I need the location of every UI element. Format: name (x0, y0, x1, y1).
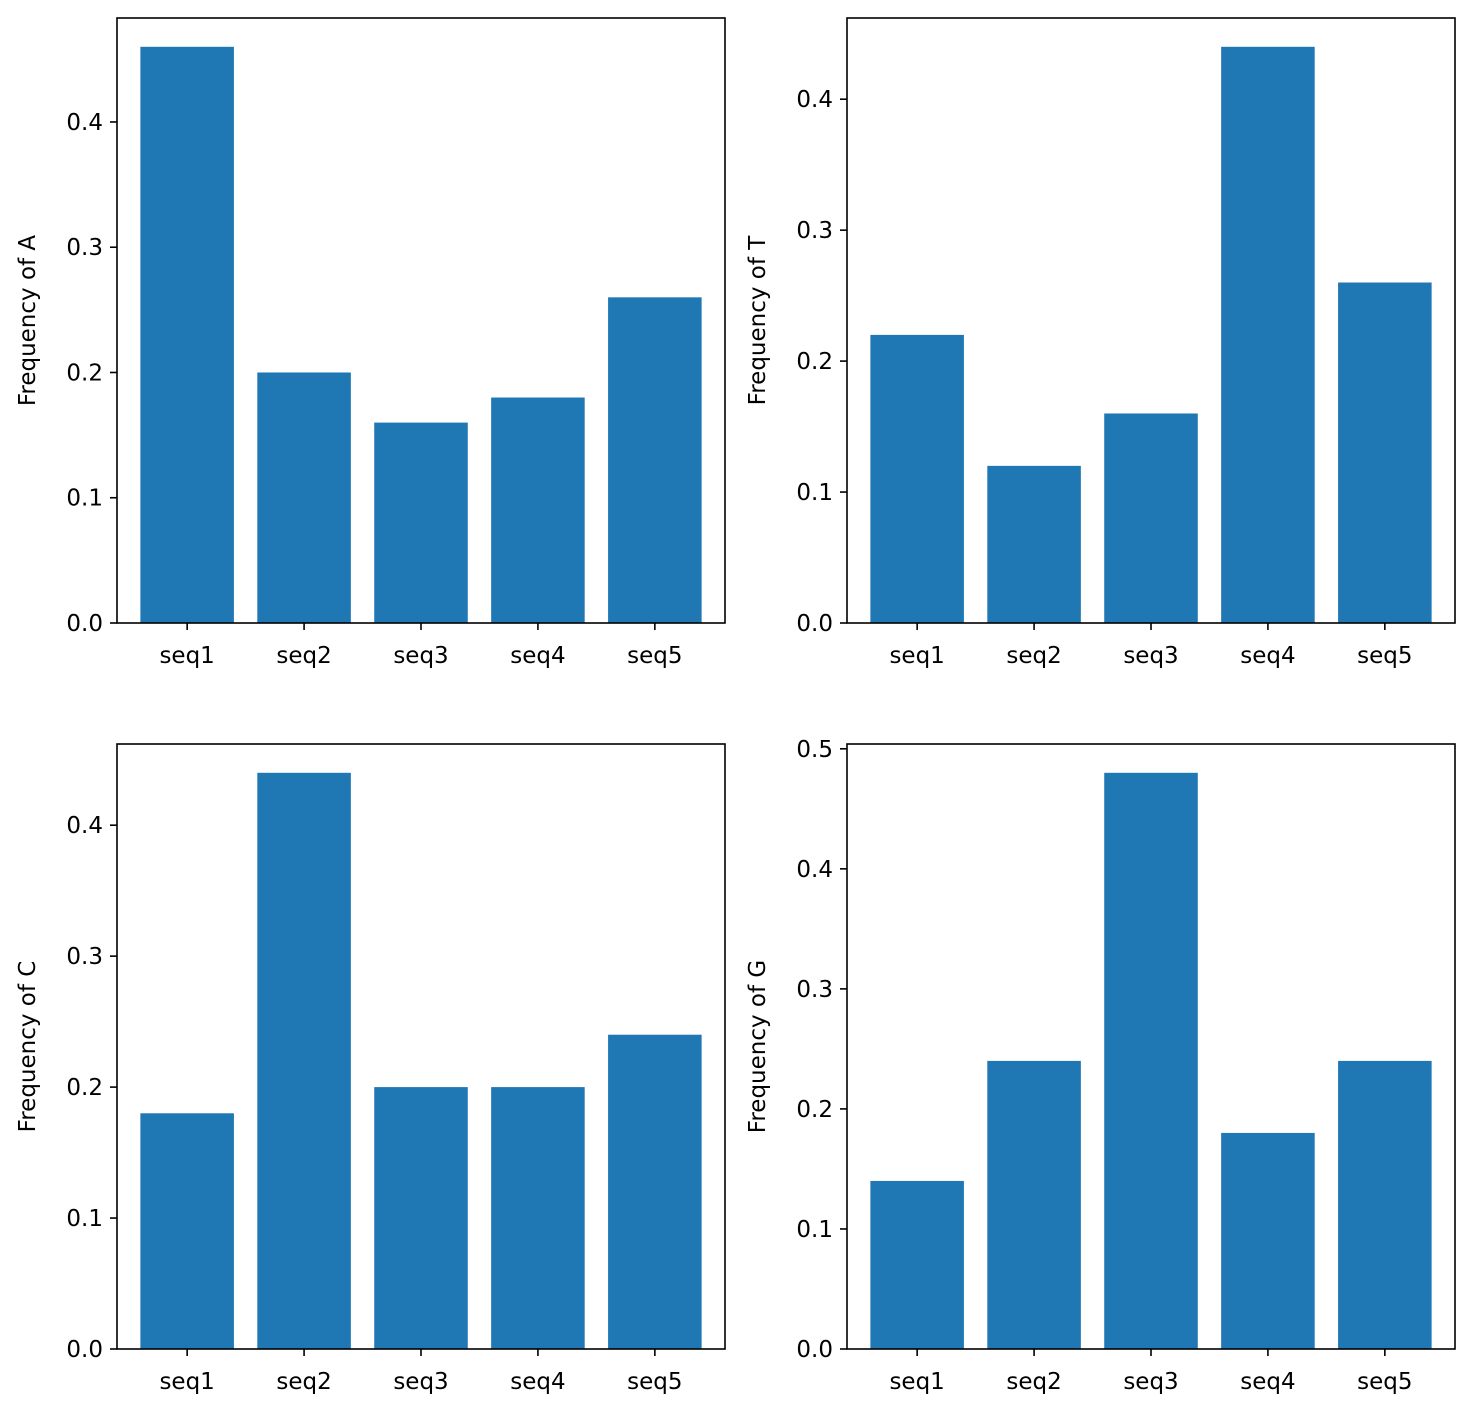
x-tick-label: seq2 (1006, 1369, 1061, 1395)
x-tick-label: seq3 (393, 1369, 448, 1395)
axes-frame (846, 743, 1456, 1350)
axes-frame (116, 743, 726, 1350)
bar (870, 1180, 964, 1349)
x-tick-label: seq2 (1006, 643, 1061, 669)
x-tick-label: seq3 (1123, 643, 1178, 669)
x-tick-label: seq4 (510, 643, 565, 669)
x-tick-label: seq5 (1357, 1369, 1412, 1395)
bar (1338, 282, 1432, 623)
bar (491, 397, 585, 623)
bar (1104, 772, 1198, 1349)
x-tick-label: seq5 (1357, 643, 1412, 669)
y-axis-label: Frequency of G (745, 960, 771, 1133)
bar (1338, 1060, 1432, 1349)
bar (1104, 413, 1198, 623)
x-tick-label: seq3 (1123, 1369, 1178, 1395)
subplot-4: seq1 seq2 seq3 seq4 seq5 0.0 0.1 0.2 0.3 0.4 0.5 Fr… (745, 737, 1456, 1395)
y-tick-label: 0.1 (796, 480, 833, 506)
bar (608, 297, 702, 623)
x-tick-label: seq2 (276, 1369, 331, 1395)
subplot-1: seq1 seq2 seq3 seq4 seq5 0.0 0.1 0.2 0.3 0.4 Frequ… (15, 17, 726, 669)
y-tick-label: 0.4 (66, 813, 103, 839)
bar (987, 465, 1081, 623)
y-tick-label: 0.2 (66, 360, 103, 386)
subplot-3: seq1 seq2 seq3 seq4 seq5 0.0 0.1 0.2 0.3 0.4 Frequ… (15, 743, 726, 1395)
y-axis-label: Frequency of A (15, 235, 41, 407)
y-tick-label: 0.4 (66, 110, 103, 136)
y-tick-label: 0.3 (66, 944, 103, 970)
y-tick-label: 0.3 (796, 977, 833, 1003)
bar (1221, 1132, 1315, 1349)
bar (257, 772, 351, 1349)
y-tick-label: 0.0 (796, 611, 833, 637)
x-tick-label: seq4 (1240, 643, 1295, 669)
y-tick-label: 0.1 (796, 1217, 833, 1243)
bar (140, 1113, 234, 1349)
x-tick-label: seq2 (276, 643, 331, 669)
bar (987, 1060, 1081, 1349)
x-tick-label: seq5 (627, 1369, 682, 1395)
x-tick-label: seq4 (1240, 1369, 1295, 1395)
bar (608, 1034, 702, 1349)
bar (374, 422, 468, 623)
bar (140, 46, 234, 624)
subplot-2: seq1 seq2 seq3 seq4 seq5 0.0 0.1 0.2 0.3 0.4 Frequ… (745, 17, 1456, 669)
x-tick-label: seq1 (889, 1369, 944, 1395)
x-tick-label: seq1 (889, 643, 944, 669)
x-tick-label: seq1 (159, 643, 214, 669)
y-tick-label: 0.4 (796, 87, 833, 113)
y-tick-label: 0.0 (66, 611, 103, 637)
y-tick-label: 0.3 (66, 235, 103, 261)
bar (491, 1087, 585, 1349)
y-tick-label: 0.2 (796, 1097, 833, 1123)
y-tick-label: 0.2 (66, 1075, 103, 1101)
y-tick-label: 0.3 (796, 218, 833, 244)
y-tick-label: 0.2 (796, 349, 833, 375)
bar (1221, 46, 1315, 624)
y-tick-label: 0.0 (66, 1337, 103, 1363)
bar (374, 1087, 468, 1349)
x-tick-label: seq1 (159, 1369, 214, 1395)
y-tick-label: 0.1 (66, 1206, 103, 1232)
y-tick-label: 0.5 (796, 737, 833, 763)
axes-frame (846, 17, 1456, 624)
y-tick-label: 0.1 (66, 486, 103, 512)
y-tick-label: 0.0 (796, 1337, 833, 1363)
x-tick-label: seq5 (627, 643, 682, 669)
bar (870, 334, 964, 623)
x-tick-label: seq4 (510, 1369, 565, 1395)
bar (257, 372, 351, 623)
y-axis-label: Frequency of T (745, 235, 771, 406)
axes-frame (116, 17, 726, 624)
x-tick-label: seq3 (393, 643, 448, 669)
y-axis-label: Frequency of C (15, 961, 41, 1133)
y-tick-label: 0.4 (796, 857, 833, 883)
